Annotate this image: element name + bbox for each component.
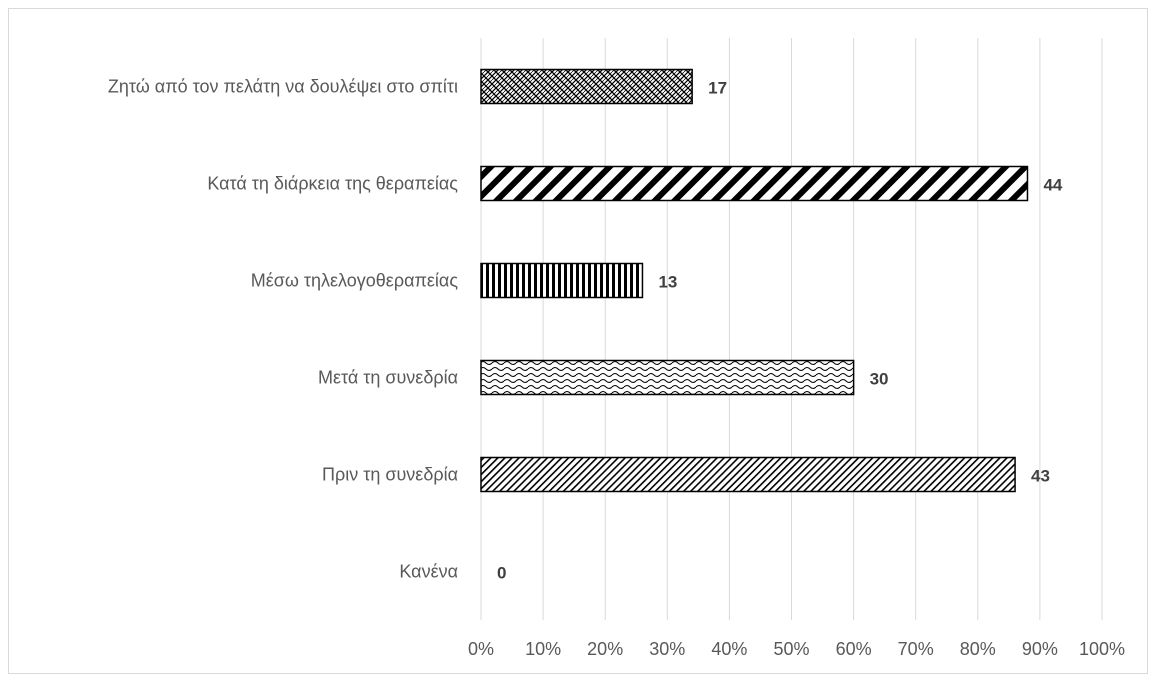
data-label: 43 bbox=[1031, 467, 1050, 486]
category-label: Μετά τη συνεδρία bbox=[318, 368, 458, 388]
x-tick-label: 80% bbox=[960, 639, 996, 659]
labels: 0% 10% 20% 30% 40% 50% 60% 70% 80% 90% 100% Ζητώ απ… bbox=[108, 77, 1125, 660]
bar bbox=[480, 165, 1029, 202]
x-tick-label: 50% bbox=[773, 639, 809, 659]
x-tick-label: 30% bbox=[649, 639, 685, 659]
x-tick-label: 10% bbox=[525, 639, 561, 659]
data-label: 0 bbox=[497, 564, 506, 583]
bar bbox=[480, 359, 855, 396]
bars bbox=[480, 68, 1029, 493]
bar bbox=[480, 262, 644, 299]
x-tick-label: 90% bbox=[1022, 639, 1058, 659]
category-label: Κατά τη διάρκεια της θεραπείας bbox=[207, 174, 458, 194]
x-tick-label: 60% bbox=[836, 639, 872, 659]
chart-frame bbox=[8, 8, 1148, 674]
x-tick-label: 40% bbox=[711, 639, 747, 659]
category-label: Πριν τη συνεδρία bbox=[322, 465, 458, 485]
x-tick-label: 0% bbox=[468, 639, 494, 659]
category-label: Ζητώ από τον πελάτη να δουλέψει στο σπίτ… bbox=[108, 77, 458, 97]
x-tick-label: 70% bbox=[898, 639, 934, 659]
data-label: 30 bbox=[870, 370, 889, 389]
data-label: 44 bbox=[1043, 176, 1062, 195]
category-label: Κανένα bbox=[399, 562, 458, 582]
bar bbox=[480, 456, 1016, 493]
category-label: Μέσω τηλελογοθεραπείας bbox=[251, 271, 459, 291]
data-label: 13 bbox=[658, 273, 677, 292]
x-tick-label: 100% bbox=[1079, 639, 1125, 659]
x-tick-label: 20% bbox=[587, 639, 623, 659]
data-label: 17 bbox=[708, 79, 727, 98]
bar bbox=[480, 68, 693, 105]
gridlines bbox=[480, 38, 1103, 620]
